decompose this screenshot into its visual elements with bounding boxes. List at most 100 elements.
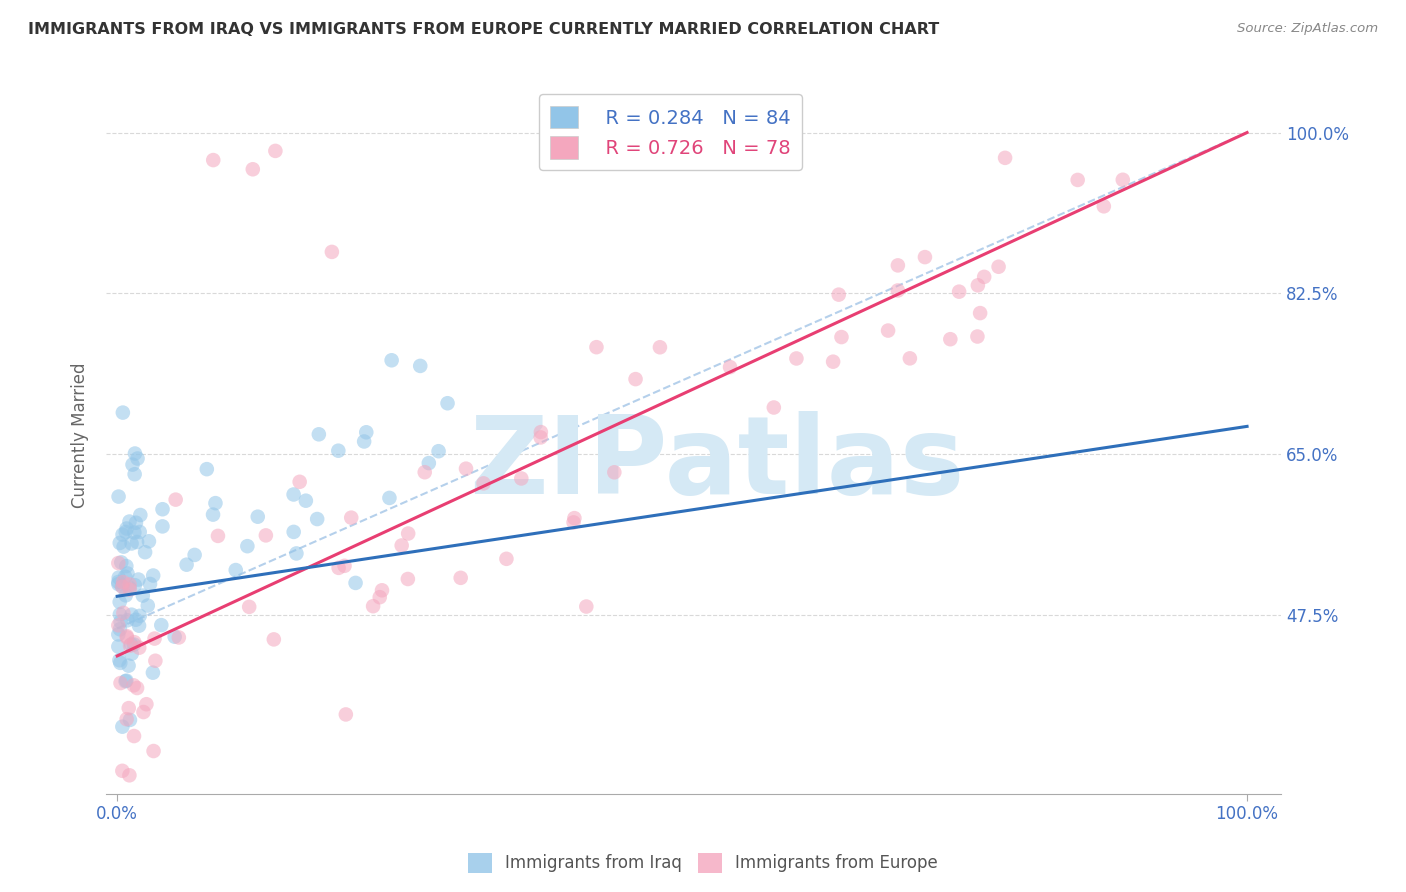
Point	[246, 509, 269, 524]
Text: Source: ZipAtlas.com: Source: ZipAtlas.com	[1237, 22, 1378, 36]
Point	[136, 599, 159, 613]
Point	[530, 425, 553, 439]
Point	[295, 493, 318, 508]
Point	[117, 658, 139, 673]
Point	[124, 578, 146, 592]
Point	[898, 351, 921, 366]
Point	[785, 351, 807, 366]
Point	[183, 548, 205, 562]
Point	[648, 340, 671, 354]
Point	[1112, 173, 1135, 187]
Point	[132, 589, 155, 603]
Point	[396, 572, 419, 586]
Point	[121, 647, 143, 661]
Point	[114, 674, 136, 689]
Point	[110, 676, 132, 690]
Point	[122, 678, 145, 692]
Text: ZIPatlas: ZIPatlas	[470, 411, 965, 517]
Point	[125, 613, 148, 627]
Point	[195, 462, 218, 476]
Point	[124, 525, 146, 540]
Text: IMMIGRANTS FROM IRAQ VS IMMIGRANTS FROM EUROPE CURRENTLY MARRIED CORRELATION CHA: IMMIGRANTS FROM IRAQ VS IMMIGRANTS FROM …	[28, 22, 939, 37]
Point	[335, 707, 357, 722]
Point	[242, 162, 264, 177]
Point	[308, 427, 330, 442]
Point	[236, 539, 259, 553]
Point	[107, 490, 129, 504]
Point	[328, 443, 350, 458]
Point	[125, 681, 148, 695]
Point	[128, 618, 150, 632]
Point	[110, 555, 132, 569]
Point	[344, 575, 367, 590]
Point	[117, 566, 139, 581]
Point	[939, 332, 962, 346]
Point	[135, 697, 157, 711]
Point	[167, 631, 190, 645]
Point	[115, 629, 138, 643]
Point	[762, 401, 785, 415]
Point	[152, 502, 174, 516]
Point	[472, 476, 495, 491]
Point	[495, 551, 517, 566]
Point	[603, 465, 626, 479]
Point	[134, 545, 156, 559]
Point	[107, 618, 129, 632]
Point	[132, 705, 155, 719]
Point	[118, 701, 141, 715]
Point	[107, 627, 129, 641]
Point	[418, 456, 440, 470]
Point	[887, 259, 910, 273]
Point	[114, 569, 136, 583]
Point	[111, 580, 134, 594]
Point	[718, 360, 741, 375]
Point	[307, 512, 329, 526]
Point	[117, 613, 139, 627]
Point	[436, 396, 458, 410]
Point	[264, 144, 287, 158]
Point	[115, 631, 138, 645]
Point	[108, 622, 131, 636]
Point	[142, 568, 165, 582]
Point	[111, 406, 134, 420]
Point	[120, 639, 142, 653]
Point	[202, 153, 225, 167]
Point	[356, 425, 378, 440]
Point	[115, 673, 138, 688]
Point	[110, 615, 132, 629]
Point	[328, 561, 350, 575]
Point	[828, 287, 851, 301]
Point	[361, 599, 384, 614]
Point	[127, 573, 149, 587]
Point	[108, 536, 131, 550]
Point	[107, 571, 129, 585]
Point	[391, 539, 413, 553]
Point	[111, 579, 134, 593]
Point	[510, 471, 533, 485]
Point	[118, 713, 141, 727]
Point	[120, 637, 142, 651]
Point	[142, 744, 165, 758]
Point	[121, 607, 143, 622]
Point	[112, 606, 135, 620]
Y-axis label: Currently Married: Currently Married	[72, 363, 89, 508]
Point	[121, 458, 143, 472]
Point	[112, 575, 135, 590]
Point	[115, 559, 138, 574]
Point	[204, 496, 226, 510]
Point	[118, 515, 141, 529]
Point	[143, 632, 166, 646]
Point	[353, 434, 375, 449]
Point	[124, 467, 146, 482]
Point	[966, 278, 988, 293]
Point	[152, 519, 174, 533]
Point	[562, 516, 585, 530]
Point	[128, 608, 150, 623]
Point	[115, 712, 138, 726]
Point	[108, 653, 131, 667]
Point	[122, 729, 145, 743]
Point	[108, 607, 131, 622]
Point	[948, 285, 970, 299]
Point	[966, 329, 988, 343]
Point	[333, 558, 356, 573]
